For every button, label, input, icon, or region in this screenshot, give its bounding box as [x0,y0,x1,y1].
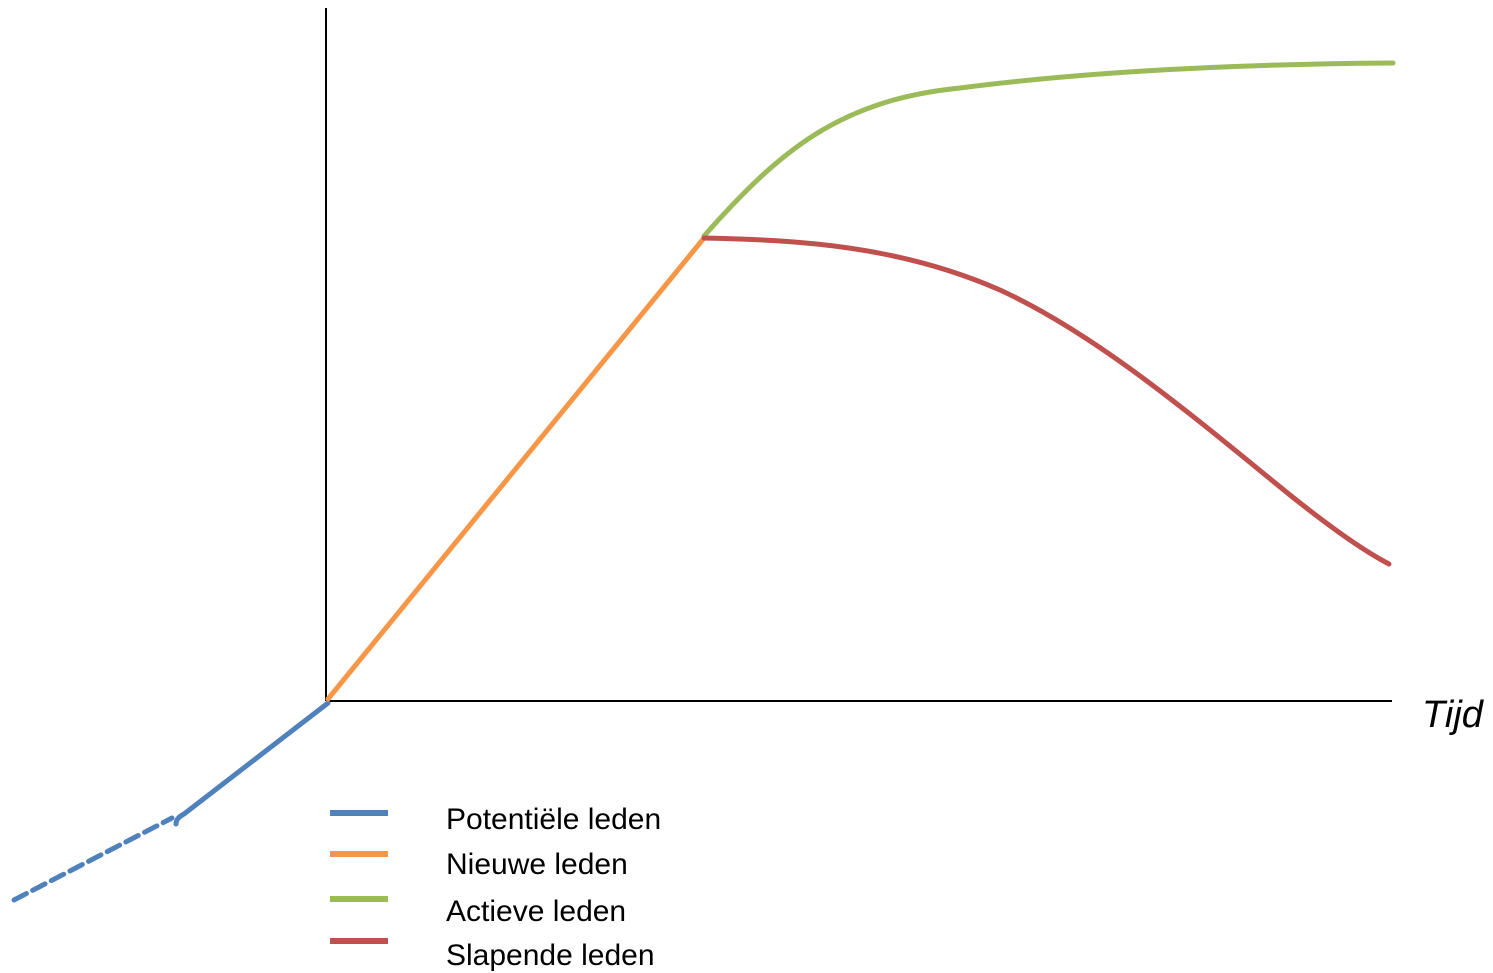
legend-label-potential: Potentiële leden [446,803,661,836]
potential-members-curve-dashed [11,815,175,903]
legend-item-new: Nieuwe leden [330,848,628,881]
legend-item-potential: Potentiële leden [330,803,661,836]
potential-members-curve [173,700,331,827]
legend-item-dormant: Slapende leden [330,938,655,972]
legend-label-new: Nieuwe leden [446,848,628,881]
x-axis-label: Tijd [1422,694,1485,736]
new-members-curve [325,235,707,702]
legend: Potentiële leden Nieuwe leden Actieve le… [330,803,661,972]
active-members-curve [701,60,1396,239]
legend-label-active: Actieve leden [446,895,626,928]
dormant-members-curve [701,235,1392,567]
legend-item-active: Actieve leden [330,895,626,928]
legend-label-dormant: Slapende leden [446,939,655,972]
